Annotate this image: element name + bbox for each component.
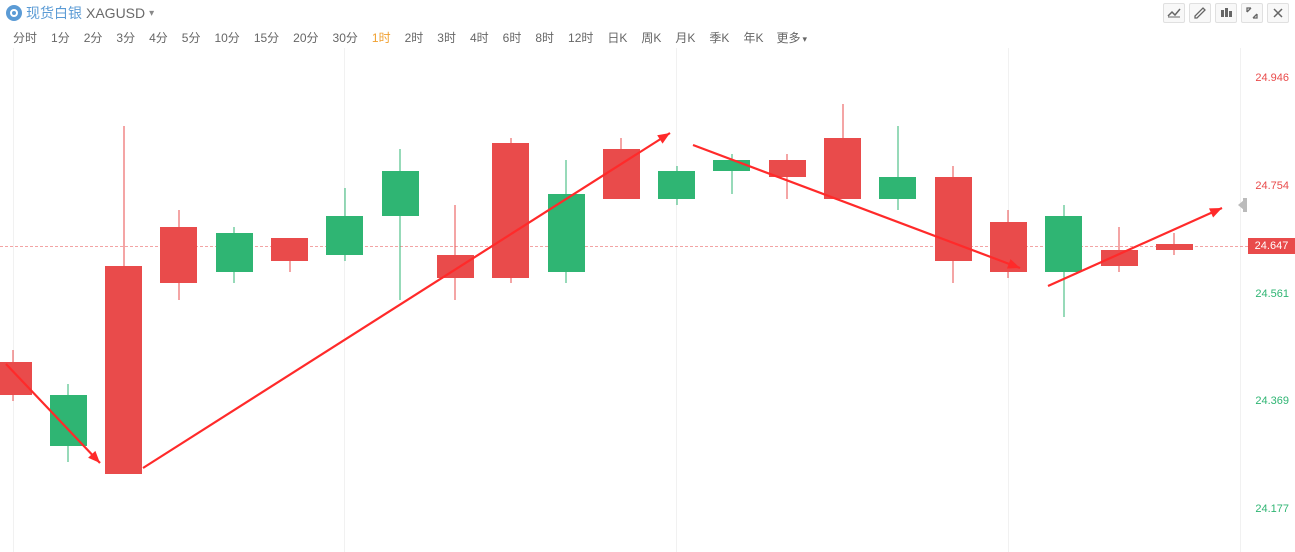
y-axis-label: 24.369 xyxy=(1255,395,1289,407)
candle-body xyxy=(382,171,419,216)
candle[interactable] xyxy=(824,48,861,552)
candle-body xyxy=(658,171,695,199)
candle[interactable] xyxy=(382,48,419,552)
candle[interactable] xyxy=(326,48,363,552)
timeframe-15分[interactable]: 15分 xyxy=(247,29,286,46)
candlestyle-button[interactable] xyxy=(1215,3,1237,23)
candle[interactable] xyxy=(0,48,32,552)
timeframe-1分[interactable]: 1分 xyxy=(44,29,77,46)
candle[interactable] xyxy=(658,48,695,552)
instrument-name-cn[interactable]: 现货白银 xyxy=(26,3,82,23)
candle-body xyxy=(603,149,640,199)
candle-body xyxy=(437,255,474,277)
candle[interactable] xyxy=(548,48,585,552)
timeframe-4时[interactable]: 4时 xyxy=(463,29,496,46)
timeframe-2分[interactable]: 2分 xyxy=(77,29,110,46)
y-axis-label: 24.177 xyxy=(1255,503,1289,515)
pencil-icon xyxy=(1193,6,1207,20)
candlestyle-icon xyxy=(1219,6,1233,20)
timeframe-日K[interactable]: 日K xyxy=(600,29,634,46)
symbol-dropdown-caret-icon[interactable]: ▾ xyxy=(149,8,154,19)
timeframe-年K[interactable]: 年K xyxy=(736,29,770,46)
app-root: 现货白银 XAGUSD ▾ 分时1分2分3分4分5分10分15分20分30分1时… xyxy=(0,0,1295,552)
compare-icon xyxy=(1167,6,1181,20)
timeframe-more[interactable]: 更多 xyxy=(770,29,813,46)
candle-body xyxy=(1101,250,1138,267)
candle-body xyxy=(216,233,253,272)
draw-button[interactable] xyxy=(1189,3,1211,23)
candle-body xyxy=(990,222,1027,272)
logo-badge xyxy=(6,5,22,21)
candle[interactable] xyxy=(1101,48,1138,552)
candle[interactable] xyxy=(271,48,308,552)
candle-body xyxy=(50,395,87,445)
chart-plot-area[interactable] xyxy=(0,48,1248,552)
timeframe-周K[interactable]: 周K xyxy=(634,29,668,46)
candle[interactable] xyxy=(713,48,750,552)
candle[interactable] xyxy=(1045,48,1082,552)
timeframe-5分[interactable]: 5分 xyxy=(175,29,208,46)
compare-button[interactable] xyxy=(1163,3,1185,23)
timeframe-10分[interactable]: 10分 xyxy=(207,29,246,46)
timeframe-bar: 分时1分2分3分4分5分10分15分20分30分1时2时3时4时6时8时12时日… xyxy=(0,26,1295,48)
candle[interactable] xyxy=(50,48,87,552)
y-axis-label: 24.561 xyxy=(1255,288,1289,300)
instrument-symbol[interactable]: XAGUSD xyxy=(86,5,145,21)
grid-vertical xyxy=(1240,48,1241,552)
price-axis: 24.946 24.754 24.561 24.369 24.177 24.647 xyxy=(1248,48,1295,552)
timeframe-6时[interactable]: 6时 xyxy=(496,29,529,46)
candle[interactable] xyxy=(437,48,474,552)
timeframe-季K[interactable]: 季K xyxy=(702,29,736,46)
candle-wick xyxy=(455,205,456,300)
candle-body xyxy=(271,238,308,260)
candle-body xyxy=(548,194,585,272)
timeframe-20分[interactable]: 20分 xyxy=(286,29,325,46)
candle-body xyxy=(0,362,32,396)
candle[interactable] xyxy=(105,48,142,552)
timeframe-3分[interactable]: 3分 xyxy=(109,29,142,46)
current-price-tag: 24.647 xyxy=(1248,238,1295,254)
candle-body xyxy=(105,266,142,473)
candle[interactable] xyxy=(216,48,253,552)
candle-body xyxy=(160,227,197,283)
candle[interactable] xyxy=(1156,48,1193,552)
close-button[interactable] xyxy=(1267,3,1289,23)
candle-body xyxy=(713,160,750,171)
logo-inner-icon xyxy=(10,9,18,17)
candle-body xyxy=(769,160,806,177)
candle-body xyxy=(326,216,363,255)
candle[interactable] xyxy=(603,48,640,552)
candle-body xyxy=(824,138,861,200)
candle-body xyxy=(492,143,529,277)
candle[interactable] xyxy=(935,48,972,552)
timeframe-12时[interactable]: 12时 xyxy=(561,29,600,46)
cursor-price-marker-icon xyxy=(1238,196,1248,214)
y-axis-label: 24.946 xyxy=(1255,72,1289,84)
timeframe-2时[interactable]: 2时 xyxy=(398,29,431,46)
candle-body xyxy=(1156,244,1193,250)
timeframe-1时[interactable]: 1时 xyxy=(365,29,398,46)
timeframe-月K[interactable]: 月K xyxy=(668,29,702,46)
chart-header: 现货白银 XAGUSD ▾ xyxy=(0,0,1295,26)
timeframe-分时[interactable]: 分时 xyxy=(6,29,44,46)
candle[interactable] xyxy=(990,48,1027,552)
candle-body xyxy=(935,177,972,261)
candle[interactable] xyxy=(492,48,529,552)
candle-body xyxy=(1045,216,1082,272)
close-icon xyxy=(1271,6,1285,20)
timeframe-30分[interactable]: 30分 xyxy=(326,29,365,46)
timeframe-4分[interactable]: 4分 xyxy=(142,29,175,46)
fullscreen-icon xyxy=(1245,6,1259,20)
fullscreen-button[interactable] xyxy=(1241,3,1263,23)
chart-toolbar xyxy=(1163,3,1289,23)
timeframe-3时[interactable]: 3时 xyxy=(430,29,463,46)
timeframe-8时[interactable]: 8时 xyxy=(528,29,561,46)
candle-body xyxy=(879,177,916,199)
candle[interactable] xyxy=(769,48,806,552)
candle[interactable] xyxy=(879,48,916,552)
y-axis-label: 24.754 xyxy=(1255,180,1289,192)
candle[interactable] xyxy=(160,48,197,552)
